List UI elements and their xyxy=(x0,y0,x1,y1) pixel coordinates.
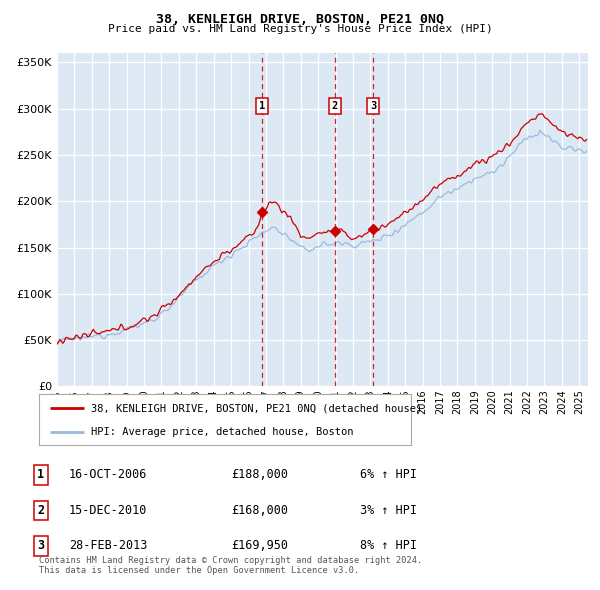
Text: £168,000: £168,000 xyxy=(231,504,288,517)
Text: 15-DEC-2010: 15-DEC-2010 xyxy=(69,504,148,517)
Text: Contains HM Land Registry data © Crown copyright and database right 2024.
This d: Contains HM Land Registry data © Crown c… xyxy=(39,556,422,575)
Text: 1: 1 xyxy=(259,101,265,111)
Text: 38, KENLEIGH DRIVE, BOSTON, PE21 0NQ: 38, KENLEIGH DRIVE, BOSTON, PE21 0NQ xyxy=(156,13,444,26)
Text: 6% ↑ HPI: 6% ↑ HPI xyxy=(360,468,417,481)
Text: 28-FEB-2013: 28-FEB-2013 xyxy=(69,539,148,552)
Text: Price paid vs. HM Land Registry's House Price Index (HPI): Price paid vs. HM Land Registry's House … xyxy=(107,24,493,34)
Text: 16-OCT-2006: 16-OCT-2006 xyxy=(69,468,148,481)
Text: £169,950: £169,950 xyxy=(231,539,288,552)
Text: 1: 1 xyxy=(37,468,44,481)
Text: 3% ↑ HPI: 3% ↑ HPI xyxy=(360,504,417,517)
Text: 3: 3 xyxy=(37,539,44,552)
Text: 8% ↑ HPI: 8% ↑ HPI xyxy=(360,539,417,552)
Text: 3: 3 xyxy=(370,101,376,111)
Text: HPI: Average price, detached house, Boston: HPI: Average price, detached house, Bost… xyxy=(91,428,353,437)
Text: 38, KENLEIGH DRIVE, BOSTON, PE21 0NQ (detached house): 38, KENLEIGH DRIVE, BOSTON, PE21 0NQ (de… xyxy=(91,403,422,413)
Text: £188,000: £188,000 xyxy=(231,468,288,481)
Text: 2: 2 xyxy=(332,101,338,111)
Text: 2: 2 xyxy=(37,504,44,517)
